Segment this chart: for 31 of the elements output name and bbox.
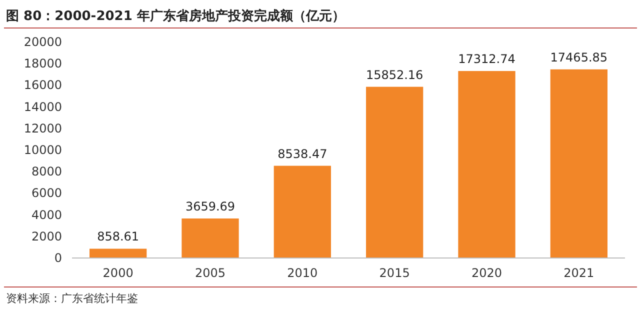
data-label: 858.61 (97, 230, 140, 244)
bar (550, 69, 608, 258)
bar (90, 248, 147, 258)
x-tick-label: 2000 (102, 266, 134, 280)
x-tick-label: 2015 (379, 266, 410, 280)
y-tick-label: 18000 (24, 56, 62, 71)
x-tick-label: 2005 (194, 266, 226, 280)
y-tick-label: 16000 (24, 78, 62, 92)
x-tick-label: 2020 (471, 266, 502, 280)
y-tick-label: 10000 (24, 143, 62, 157)
x-tick-label: 2021 (564, 266, 594, 280)
bar (458, 71, 516, 258)
data-label: 17312.74 (458, 52, 516, 66)
y-tick-label: 20000 (24, 35, 62, 49)
data-label: 17465.85 (550, 50, 608, 64)
bar (274, 166, 331, 258)
y-tick-label: 12000 (24, 121, 62, 136)
chart-title: 图 80：2000-2021 年广东省房地产投资完成额（亿元） (6, 8, 345, 24)
y-tick-label: 0 (54, 251, 62, 265)
y-tick-label: 14000 (24, 100, 62, 114)
data-label: 15852.16 (366, 68, 424, 82)
y-tick-label: 6000 (31, 186, 62, 200)
y-tick-label: 2000 (31, 229, 62, 244)
y-tick-label: 4000 (31, 208, 62, 222)
bar (366, 86, 424, 258)
text: 资料来源：广东省统计年鉴 (6, 292, 138, 305)
data-label: 8538.47 (278, 146, 328, 161)
y-tick-label: 8000 (31, 164, 62, 179)
data-label: 3659.69 (185, 199, 236, 214)
x-tick-label: 2010 (287, 266, 318, 280)
bar (182, 218, 239, 258)
